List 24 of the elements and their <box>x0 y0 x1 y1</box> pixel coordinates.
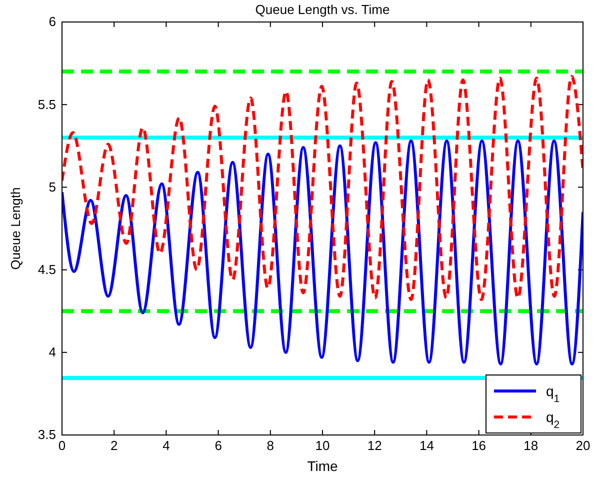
y-tick-label: 3.5 <box>38 427 56 442</box>
y-axis-title: Queue Length <box>8 187 23 270</box>
x-tick-label: 8 <box>266 438 274 454</box>
x-tick-label: 10 <box>315 438 330 454</box>
y-tick-label: 6 <box>48 14 56 30</box>
x-tick-label: 0 <box>58 438 66 454</box>
x-tick-label: 2 <box>110 438 118 454</box>
y-tick-label: 4 <box>48 344 56 360</box>
line-series <box>62 139 583 366</box>
legend-label: q$_{1}$ <box>546 383 560 405</box>
chart-title: Queue Length vs. Time <box>255 2 390 17</box>
line-series <box>62 75 583 302</box>
x-tick-label: 18 <box>524 438 538 454</box>
x-tick-label: 14 <box>419 438 434 454</box>
y-tick-label: 4.5 <box>38 262 56 277</box>
x-axis-title: Time <box>307 458 338 474</box>
y-tick-label: 5.5 <box>38 96 56 112</box>
legend-label: q$_{2}$ <box>546 409 560 431</box>
y-tick-label: 5 <box>48 179 56 194</box>
x-tick-label: 16 <box>472 438 486 454</box>
x-tick-label: 20 <box>576 438 590 454</box>
x-tick-label: 4 <box>162 438 170 454</box>
x-tick-label: 6 <box>214 438 222 454</box>
x-tick-label: 12 <box>367 438 382 454</box>
